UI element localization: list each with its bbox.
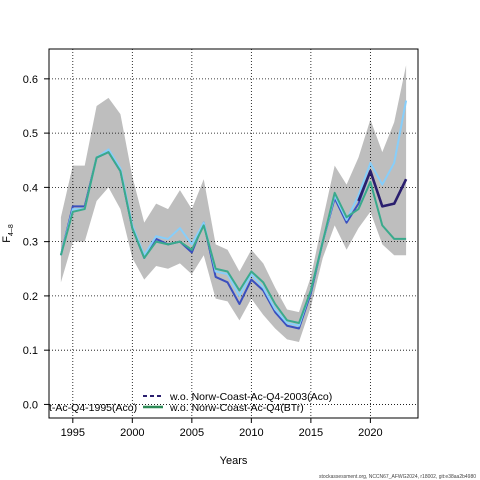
series-line-3: [59, 151, 407, 325]
y-tick-label: 0.1: [23, 345, 38, 357]
y-axis-title-subscript: 4–8: [8, 224, 15, 236]
y-tick-label: 0.5: [23, 128, 38, 140]
y-tick-label: 0.0: [23, 399, 38, 411]
y-tick-label: 0.6: [23, 74, 38, 86]
footer-credit: stockassessment.org, NCCN67_AFWG2024, r1…: [319, 474, 476, 480]
series-layer: [59, 100, 408, 330]
y-axis: 0.0 0.1 0.2 0.3 0.4 0.5 0.6: [23, 74, 49, 411]
y-tick-label: 0.4: [23, 182, 38, 194]
confidence-band-layer: [60, 65, 407, 343]
legend-label: w.o. Norw-Coast-Ac-Q4-2003(Aco): [169, 391, 332, 403]
legend: t-Ac-Q4-1995(Aco) w.o. Norw-Coast-Ac-Q4-2…: [49, 391, 332, 414]
legend-label: w.o. Norw-Coast-Ac-Q4(BTr): [169, 402, 304, 414]
x-tick-label: 2015: [299, 427, 323, 439]
x-tick-label: 2000: [120, 427, 144, 439]
x-axis-title: Years: [220, 455, 248, 467]
y-axis-title: F4–8: [1, 224, 15, 243]
y-axis-title-group: F4–8: [1, 224, 15, 243]
x-tick-label: 2020: [358, 427, 382, 439]
x-tick-label: 2005: [180, 427, 204, 439]
y-tick-label: 0.3: [23, 237, 38, 249]
x-axis: 1995 2000 2005 2010 2015 2020: [61, 418, 383, 439]
legend-label: t-Ac-Q4-1995(Aco): [49, 402, 137, 414]
confidence-band: [60, 65, 407, 343]
plot-frame: [48, 48, 419, 419]
y-axis-title-main: F: [1, 236, 13, 243]
series-line-4: [357, 169, 408, 208]
x-tick-label: 1995: [61, 427, 85, 439]
y-tick-label: 0.2: [23, 291, 38, 303]
x-tick-label: 2010: [239, 427, 263, 439]
